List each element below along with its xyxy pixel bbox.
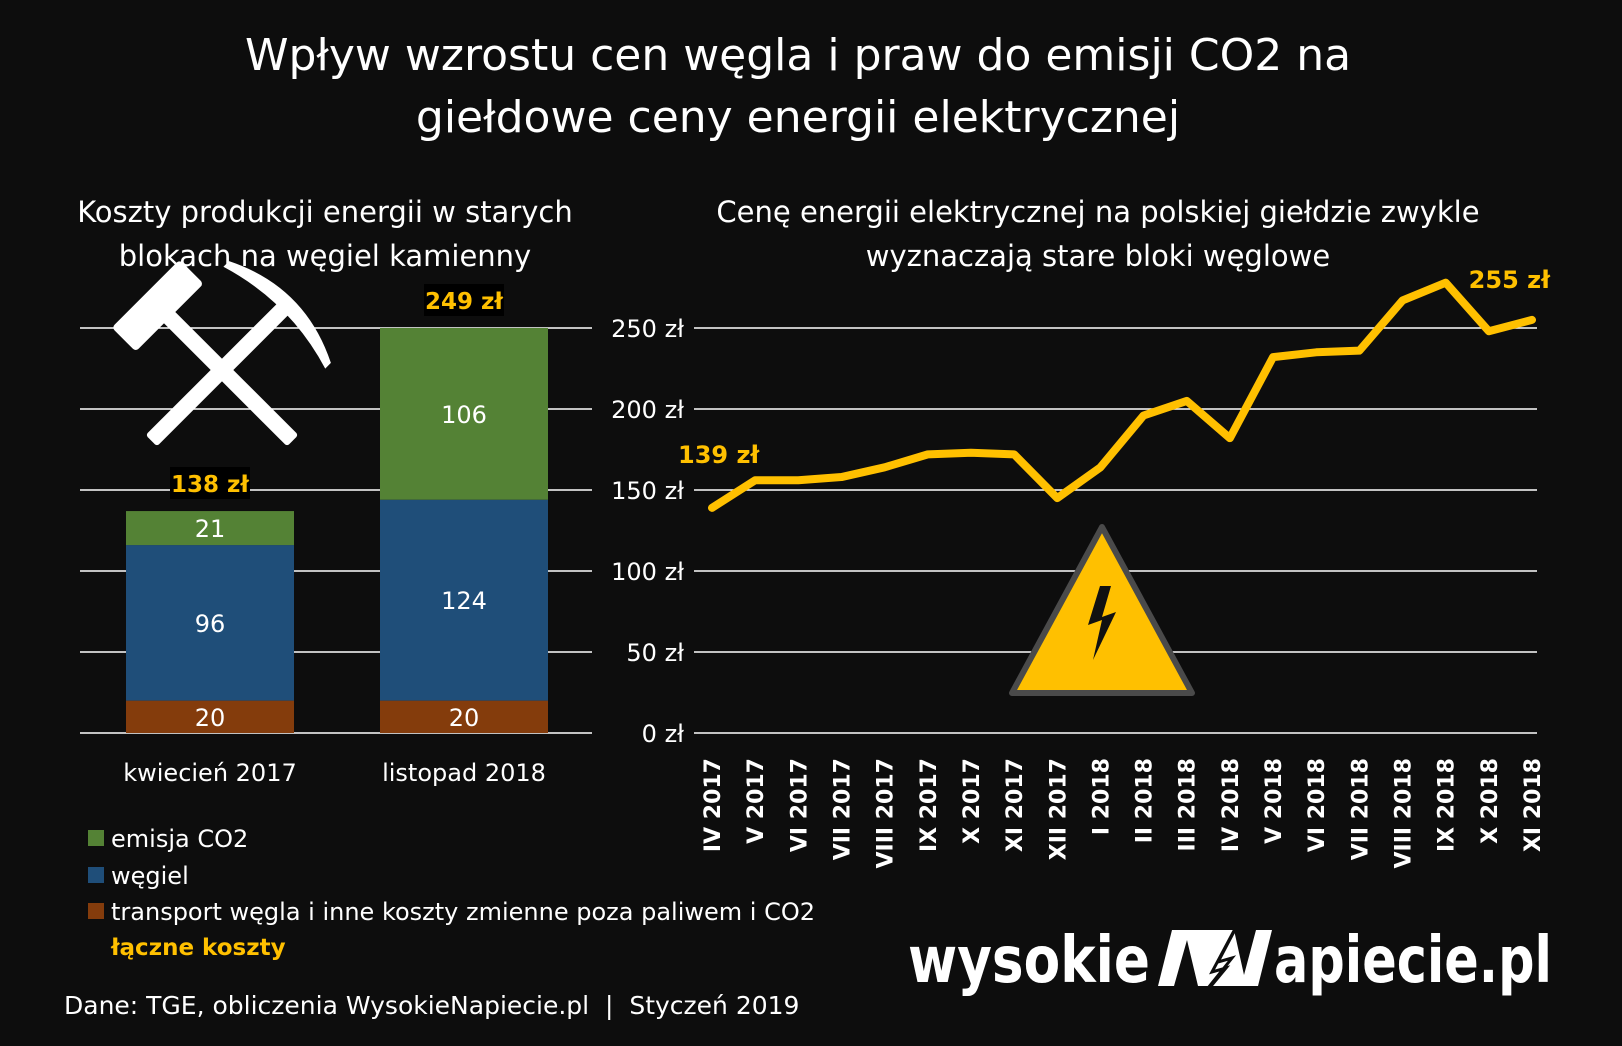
logo-n-lightning-icon [1158,881,1272,1039]
x-tick-label: IX 2018 [1435,758,1460,852]
left-chart-title-line1: Koszty produkcji energii w starych [77,195,573,229]
legend-swatch-coal [88,867,104,883]
logo-text-right: apiecie.pl [1274,924,1552,998]
x-tick-label: IV 2018 [1219,758,1244,852]
first-value-label: 139 zł [678,441,760,469]
bar-total-label: 138 zł [171,472,249,498]
y-tick-label: 250 zł [611,315,684,343]
line-chart-gridlines [694,327,1537,734]
left-chart-title-line2: blokach na węgiel kamienny [119,239,531,273]
x-tick-label: VII 2018 [1348,758,1373,860]
x-tick-label: IV 2017 [701,758,726,852]
right-chart-title-line2: wyznaczają stare bloki węglowe [866,239,1330,273]
x-tick-label: X 2018 [1478,758,1503,844]
bar-segment-value: 20 [449,704,480,732]
total-label-background [424,284,504,316]
line-chart-y-axis: 0 zł 50 zł 100 zł 150 zł 200 zł 250 zł [611,315,684,748]
legend-label-co2: emisja CO2 [111,825,248,853]
bar-segment [380,700,548,733]
x-tick-label: XI 2018 [1521,758,1546,852]
x-category-label: listopad 2018 [382,759,546,787]
line-chart-series [708,278,1536,512]
y-tick-label: 150 zł [611,477,684,505]
bar-segment [126,511,294,546]
bar-segment [126,700,294,733]
total-label-background [170,467,250,500]
source-note: Dane: TGE, obliczenia WysokieNapiecie.pl… [64,991,799,1020]
bar-segment [380,499,548,701]
legend: emisja CO2 węgiel transport węgla i inne… [88,825,815,961]
main-title-line1: Wpływ wzrostu cen węgla i praw do emisji… [245,30,1351,81]
bar-chart-bars [126,328,548,733]
x-tick-label: XI 2017 [1003,758,1028,852]
bar-segment-value: 96 [195,610,226,638]
legend-swatch-co2 [88,830,104,846]
legend-label-transport: transport węgla i inne koszty zmienne po… [111,898,815,926]
x-tick-label: VI 2018 [1305,758,1330,852]
bar-segment [126,545,294,701]
bar-segment-value: 124 [441,587,487,615]
x-tick-label: XII 2017 [1046,758,1071,860]
x-tick-label: V 2018 [1262,758,1287,844]
x-tick-label: V 2017 [744,758,769,844]
bar-segment-value: 106 [441,401,487,429]
main-title-line2: giełdowe ceny energii elektrycznej [416,92,1180,143]
logo-text-left: wysokie [908,924,1150,998]
x-tick-label: VII 2017 [830,758,855,860]
legend-label-coal: węgiel [111,862,189,890]
legend-swatch-transport [88,903,104,919]
x-tick-label: VIII 2018 [1392,758,1417,868]
x-tick-label: X 2017 [960,758,985,844]
x-tick-label: III 2018 [1176,758,1201,851]
bar-segment [380,328,548,500]
right-chart-title-line1: Cenę energii elektrycznej na polskiej gi… [716,195,1479,229]
y-tick-label: 200 zł [611,396,684,424]
x-tick-label: I 2018 [1089,758,1114,835]
x-tick-label: VI 2017 [787,758,812,852]
y-tick-label: 0 zł [642,720,684,748]
x-category-label: kwiecień 2017 [123,759,297,787]
bar-segment-value: 20 [195,704,226,732]
y-tick-label: 50 zł [626,639,684,667]
x-tick-label: VIII 2017 [874,758,899,868]
price-line [708,278,1536,512]
bar-total-label: 249 zł [425,289,503,315]
bar-segment-value: 21 [195,515,226,543]
line-chart-value-labels: 139 zł 255 zł [678,266,1551,469]
legend-label-total: łączne koszty [110,935,286,961]
hammer-and-pick-icon [113,261,331,446]
x-tick-label: II 2018 [1133,758,1158,843]
high-voltage-warning-icon [1009,524,1195,696]
last-value-label: 255 zł [1469,266,1551,294]
line-chart-x-axis: IV 2017 V 2017 VI 2017 VII 2017 VIII 2017 IX … [701,758,1546,868]
y-tick-label: 100 zł [611,558,684,586]
bar-chart-labels: 20 96 21 138 zł kwiecień 2017 20 124 106 249 zł l… [123,284,546,787]
x-tick-label: IX 2017 [917,758,942,852]
wysokienapiecie-logo: wysokie apiecie.pl [908,881,1552,1039]
